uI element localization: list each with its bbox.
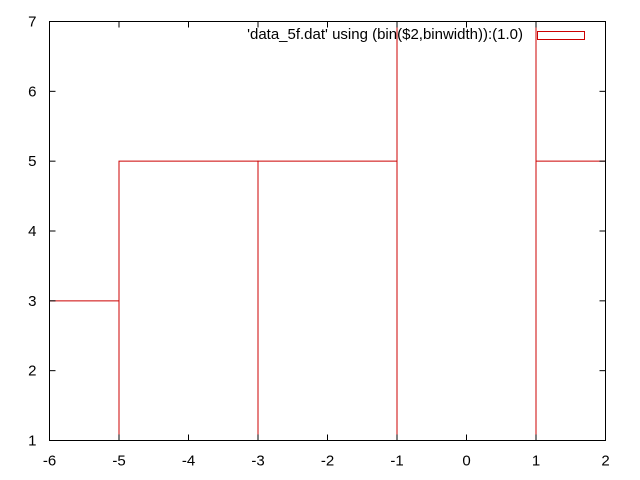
x-tick-label: -1 [390, 453, 403, 470]
y-tick-label: 4 [28, 223, 36, 240]
x-tick-label: 0 [462, 453, 470, 470]
x-tick-label: -6 [43, 453, 56, 470]
histogram-bar-0 [49, 300, 120, 441]
y-tick-label: 5 [28, 153, 36, 170]
x-tick-label: -2 [321, 453, 334, 470]
histogram-bar-2 [257, 160, 398, 441]
y-tick-label: 2 [28, 363, 36, 380]
bars [49, 21, 606, 441]
histogram-bar-1 [118, 160, 259, 441]
y-tick-label: 3 [28, 293, 36, 310]
legend: 'data_5f.dat' using (bin($2,binwidth)):(… [247, 26, 585, 43]
legend-label: 'data_5f.dat' using (bin($2,binwidth)):(… [247, 26, 523, 43]
histogram-bar-4 [535, 160, 606, 441]
x-tick-label: -3 [251, 453, 264, 470]
tick-marks [49, 21, 606, 441]
x-tick-label: -5 [112, 453, 125, 470]
y-tick-label: 7 [28, 14, 36, 31]
tick-labels: -6 -5 -4 -3 -2 -1 0 1 2 1 2 3 4 5 6 7 [28, 14, 610, 470]
x-tick-label: 2 [601, 453, 609, 470]
y-tick-label: 6 [28, 83, 36, 100]
histogram-bar-3 [396, 21, 537, 441]
legend-swatch [537, 31, 585, 40]
plot-frame [49, 21, 606, 441]
x-tick-label: 1 [532, 453, 540, 470]
x-tick-label: -4 [182, 453, 195, 470]
y-tick-label: 1 [28, 433, 36, 450]
